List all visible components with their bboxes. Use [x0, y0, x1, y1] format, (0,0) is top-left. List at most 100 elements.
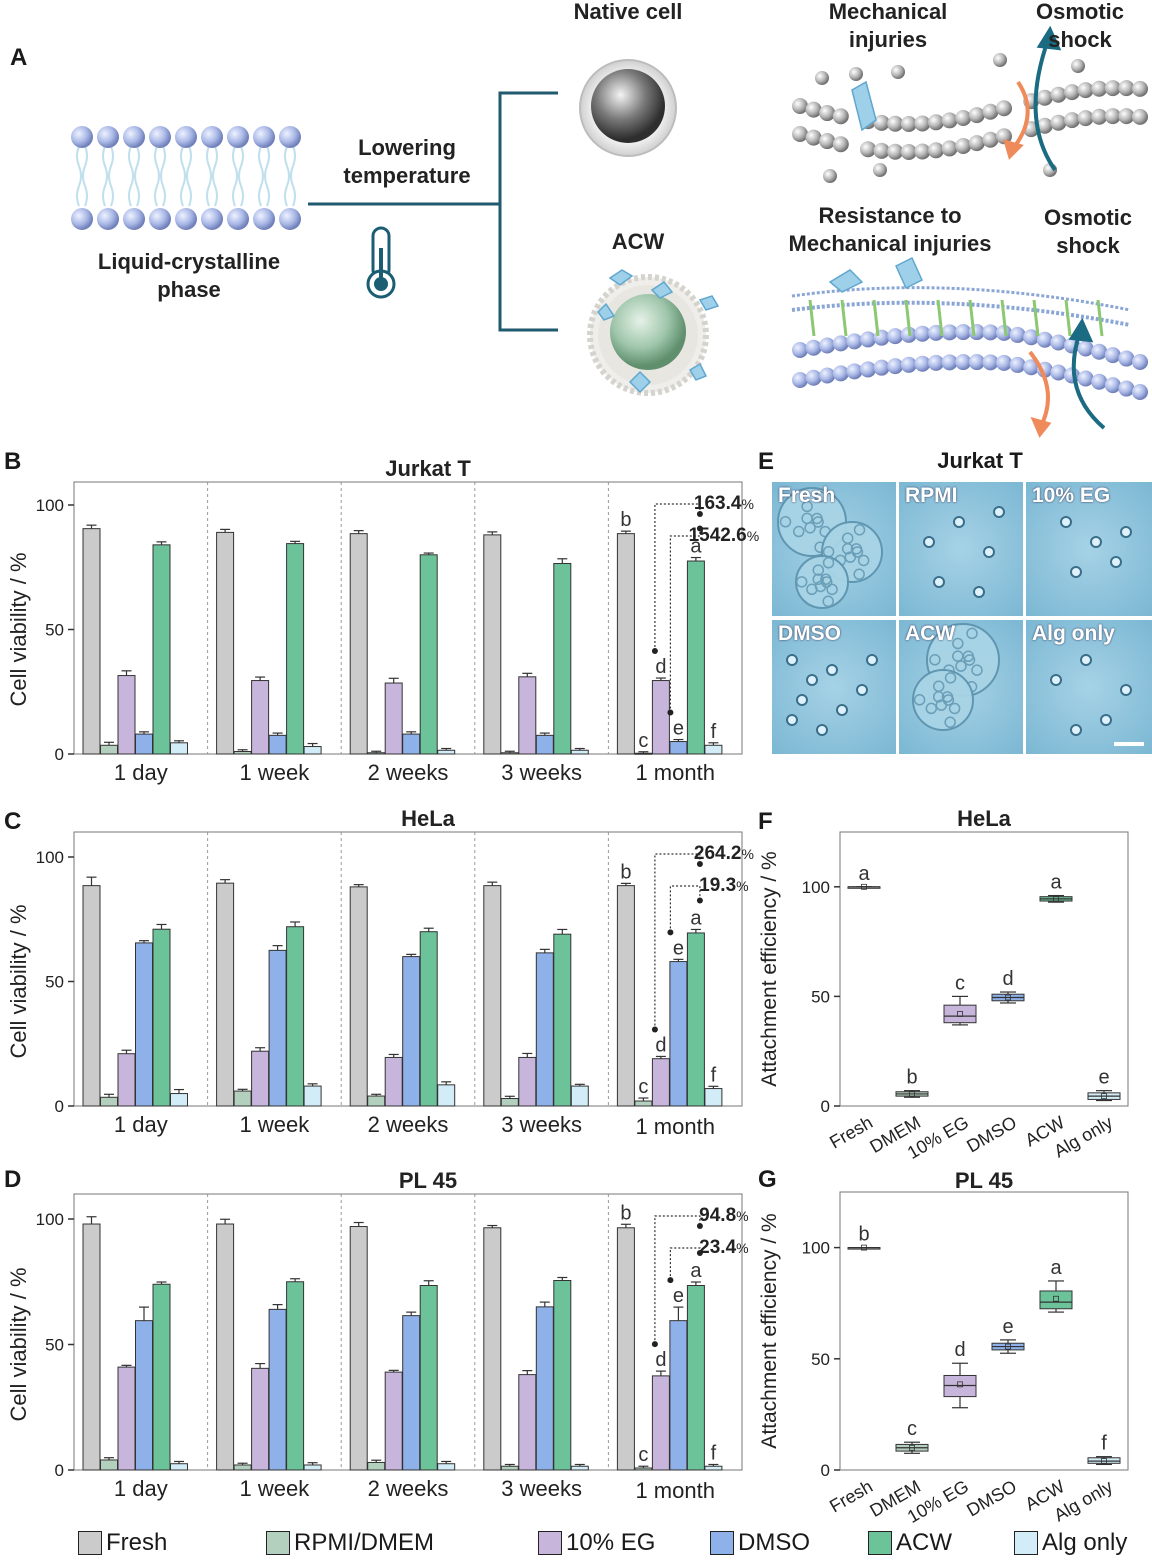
lipid-head [253, 208, 275, 230]
ice-crystal [895, 256, 923, 290]
significance-letter: c [907, 1418, 917, 1440]
bracket-line [669, 528, 701, 713]
lipid-head [1064, 84, 1080, 101]
x-tick-label: 1 day [114, 1112, 168, 1137]
significance-letter: a [690, 1260, 702, 1282]
bar [669, 741, 688, 755]
resistance-label: Resistance to Mechanical injuries [788, 203, 992, 256]
lipid-head [805, 101, 822, 118]
ice-crystal [851, 80, 877, 132]
lipid-head [1077, 82, 1094, 99]
y-axis-label: Cell viability / % [6, 904, 31, 1058]
lipid-head [832, 335, 849, 352]
bar [402, 956, 421, 1107]
y-tick-label: 50 [811, 987, 830, 1006]
lipid-head [71, 208, 93, 230]
bar [553, 1279, 572, 1471]
x-tick-label: 1 day [114, 1476, 168, 1501]
cell [822, 595, 834, 608]
bracket-unit: % [747, 528, 759, 544]
cell [913, 694, 926, 706]
panel-letter-b: B [4, 448, 22, 475]
bar [349, 886, 368, 1107]
cell [822, 557, 835, 569]
y-tick-label: 100 [802, 878, 830, 897]
lipid-head [1132, 354, 1148, 370]
bar [483, 1227, 502, 1471]
cell [779, 516, 792, 528]
osmotic-arrow-icon [1003, 25, 1106, 438]
lipid-head [982, 324, 999, 341]
cell [933, 576, 945, 588]
lipid-head [792, 98, 808, 114]
box-plot-hela: HeLa Attachment efficiency / % 0 50 100 a Fres… [758, 806, 1129, 1162]
lipid-tail [290, 145, 296, 207]
damaged-membrane-icon [792, 53, 1148, 183]
bar [518, 676, 537, 755]
bar [384, 1056, 403, 1107]
bar [100, 1096, 118, 1107]
bracket-dot [667, 1277, 674, 1284]
bar [616, 885, 635, 1107]
bar [437, 1084, 456, 1107]
micrograph-alg-only: Alg only [1026, 620, 1152, 754]
lipid-head [227, 208, 249, 230]
bar [553, 933, 572, 1107]
significance-letter: a [690, 536, 702, 558]
legend-item: 10% EG [538, 1528, 655, 1558]
lipid-head [1104, 108, 1121, 125]
lipid-head [71, 126, 93, 148]
y-tick-label: 100 [36, 496, 64, 515]
bar [100, 1459, 118, 1471]
micrograph-cells [777, 487, 883, 609]
bracket-value: 163.4 [694, 493, 742, 514]
bar [634, 752, 653, 755]
bar [152, 1283, 171, 1471]
significance-letter: a [858, 863, 870, 885]
y-tick-label: 0 [55, 745, 64, 764]
box-plot-pl45: PL 45 Attachment efficiency / % 0 50 100 b Fre… [758, 1168, 1129, 1526]
network-link [904, 299, 912, 337]
cell [853, 524, 866, 536]
bar [303, 1085, 322, 1107]
mechanical-injuries-label: Mechanical injuries [828, 0, 948, 52]
bar [634, 1467, 653, 1471]
significance-letter: d [655, 656, 666, 678]
lipid-head [1077, 340, 1094, 357]
bar [82, 528, 101, 755]
lipid-bilayer-icon [71, 126, 301, 230]
cell [1060, 516, 1072, 528]
legend-item: Alg only [1014, 1528, 1127, 1558]
panel-letter-f: F [758, 808, 773, 835]
y-axis-label: Cell viability / % [6, 1267, 31, 1421]
lipid-head [1091, 80, 1108, 97]
significance-letter: f [711, 1442, 717, 1464]
bracket-dot [696, 525, 703, 532]
cell [853, 568, 865, 581]
lipid-head [149, 126, 171, 148]
lipid-head [805, 129, 822, 146]
lipid-head [900, 115, 917, 132]
bracket-unit: % [741, 496, 753, 512]
lipid-head [982, 103, 999, 120]
cell [1120, 526, 1132, 538]
bar [669, 961, 688, 1107]
bar [82, 1223, 101, 1471]
lipid-head [941, 112, 958, 129]
lipid-tail [238, 145, 244, 207]
network-link [808, 299, 816, 337]
lipid-tail [160, 145, 166, 207]
bar [135, 733, 153, 755]
bar [286, 543, 305, 755]
plot-frame [73, 481, 743, 755]
bar [233, 751, 252, 755]
cell [796, 694, 808, 706]
cell [826, 583, 838, 596]
lipid-head [1064, 112, 1080, 129]
lipid-head [832, 365, 849, 382]
lipid-head [97, 208, 119, 230]
protective-network [791, 286, 1131, 312]
cell [973, 586, 985, 598]
mean-marker [909, 1444, 915, 1451]
osmotic-shock-label-bottom: Osmotic shock [1043, 205, 1133, 258]
